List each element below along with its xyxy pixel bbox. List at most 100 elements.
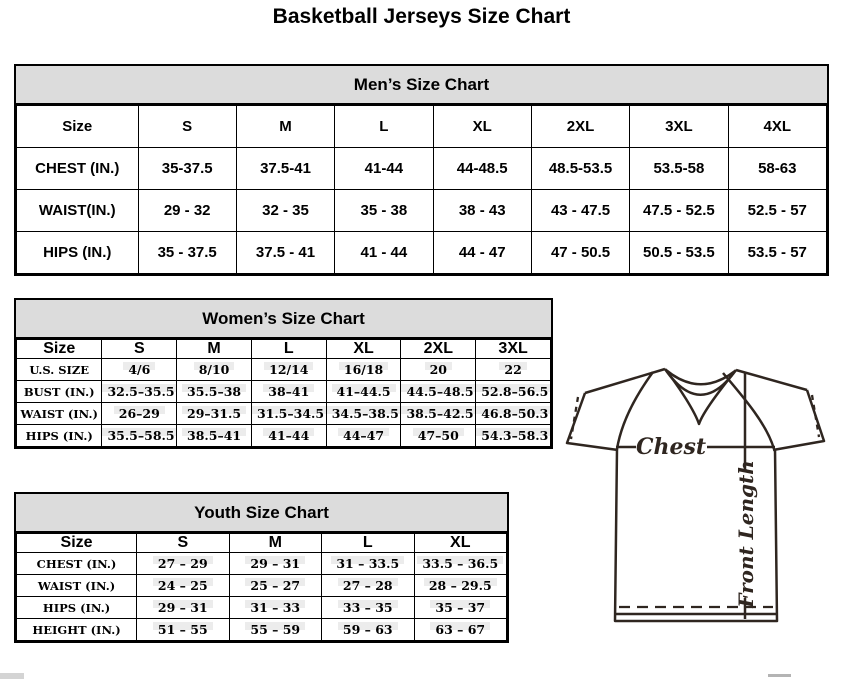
edge-artifact-right: [768, 674, 791, 677]
size-cell: 31 – 33.5: [321, 552, 415, 575]
size-value: 51 – 55: [152, 622, 213, 637]
size-value: 44 - 47: [458, 244, 506, 261]
size-value: 35 - 37.5: [157, 244, 217, 261]
column-header: M: [176, 339, 252, 359]
size-value: 33 – 35: [337, 600, 398, 615]
row-label: HEIGHT (IN.): [15, 618, 138, 641]
size-cell: 53.5-58: [629, 147, 729, 190]
size-value: 41–44: [263, 428, 315, 443]
size-value: 33.5 – 36.5: [417, 556, 504, 571]
size-value: 46.8–50.3: [476, 406, 550, 421]
size-cell: 35 – 37: [413, 596, 507, 619]
jersey-outline: [565, 367, 826, 623]
column-header: XL: [413, 533, 507, 553]
size-cell: 29 – 31: [136, 596, 230, 619]
size-header-row: Size S M L XL: [15, 533, 507, 553]
mens-size-chart: Men’s Size Chart Size S M L XL 2XL 3XL 4XL CHEST…: [14, 64, 829, 276]
size-value: 48.5-53.5: [548, 160, 613, 177]
size-cell: 33.5 – 36.5: [413, 552, 507, 575]
size-cell: 58-63: [727, 147, 828, 190]
size-value: 35.5–38: [182, 384, 247, 399]
table-row: WAIST (IN.) 26–29 29–31.5 31.5–34.5 34.5–38.…: [15, 402, 551, 425]
row-label: CHEST (IN.): [15, 552, 138, 575]
size-cell: 41–44.5: [325, 380, 402, 403]
size-cell: 35 - 38: [334, 189, 434, 232]
womens-chart-title: Women’s Size Chart: [16, 300, 551, 339]
table-row: WAIST (IN.) 24 – 25 25 – 27 27 – 28 28 – 29.…: [15, 574, 507, 597]
mens-chart-title: Men’s Size Chart: [16, 66, 827, 105]
size-cell: 37.5 - 41: [235, 231, 336, 274]
column-header: XL: [325, 339, 402, 359]
size-value: 44-48.5: [456, 160, 508, 177]
size-value: 38 - 43: [458, 202, 506, 219]
chest-label: Chest: [636, 434, 706, 460]
size-cell: 50.5 - 53.5: [629, 231, 729, 274]
size-value: 55 – 59: [245, 622, 306, 637]
column-header: 4XL: [727, 105, 828, 148]
table-row: HIPS (IN.) 35.5–58.5 38.5–41 41–44 44–47 47–5…: [15, 424, 551, 447]
size-cell: 44 - 47: [432, 231, 532, 274]
table-row: CHEST (IN.) 35-37.5 37.5-41 41-44 44-48.5 48.…: [16, 147, 828, 190]
size-cell: 35-37.5: [137, 147, 237, 190]
size-value: 35 – 37: [430, 600, 491, 615]
size-header-row: Size S M L XL 2XL 3XL 4XL: [16, 105, 828, 148]
size-cell: 37.5-41: [235, 147, 336, 190]
size-cell: 16/18: [325, 358, 402, 381]
size-value: 20: [424, 362, 453, 377]
table-row: BUST (IN.) 32.5–35.5 35.5–38 38–41 41–44.5 44…: [15, 380, 551, 403]
size-header-row: Size S M L XL 2XL 3XL: [15, 339, 551, 359]
size-value: 32.5–35.5: [102, 384, 176, 399]
size-value: 29 - 32: [163, 202, 211, 219]
row-label: WAIST (IN.): [15, 402, 103, 425]
column-header: 3XL: [629, 105, 729, 148]
size-value: 58-63: [758, 160, 797, 177]
size-cell: 34.5–38.5: [325, 402, 402, 425]
row-label: CHEST (IN.): [16, 147, 139, 190]
size-value: 4/6: [123, 362, 156, 377]
size-cell: 33 – 35: [321, 596, 415, 619]
size-value: 12/14: [264, 362, 314, 377]
size-value: 47.5 - 52.5: [643, 202, 715, 219]
row-label: WAIST (IN.): [15, 574, 138, 597]
size-value: 25 – 27: [245, 578, 306, 593]
size-value: 35-37.5: [161, 160, 213, 177]
size-cell: 12/14: [250, 358, 327, 381]
row-label: HIPS (IN.): [15, 424, 103, 447]
size-cell: 22: [475, 358, 551, 381]
size-value: 22: [499, 362, 527, 377]
size-cell: 41 - 44: [334, 231, 434, 274]
size-value: 16/18: [338, 362, 389, 377]
size-cell: 44–47: [325, 424, 402, 447]
size-cell: 24 – 25: [136, 574, 230, 597]
size-cell: 31 – 33: [228, 596, 323, 619]
size-cell: 27 – 28: [321, 574, 415, 597]
size-cell: 38.5–41: [176, 424, 252, 447]
size-value: 37.5 - 41: [255, 244, 316, 261]
size-value: 41 - 44: [360, 244, 408, 261]
column-header: 2XL: [530, 105, 631, 148]
size-value: 52.8–56.5: [476, 384, 550, 399]
row-label: HIPS (IN.): [16, 231, 139, 274]
size-value: 44–47: [338, 428, 390, 443]
size-value: 29 – 31: [152, 600, 213, 615]
size-cell: 38–41: [250, 380, 327, 403]
size-cell: 31.5–34.5: [250, 402, 327, 425]
size-value: 29 – 31: [245, 556, 306, 571]
size-cell: 29 - 32: [137, 189, 237, 232]
size-cell: 48.5-53.5: [530, 147, 631, 190]
size-value: 41-44: [364, 160, 404, 177]
size-cell: 41–44: [250, 424, 327, 447]
size-value: 59 – 63: [337, 622, 398, 637]
column-header: S: [136, 533, 230, 553]
table-row: CHEST (IN.) 27 – 29 29 – 31 31 – 33.5 33.5 –…: [15, 552, 507, 575]
size-value: 28 – 29.5: [423, 578, 497, 593]
size-value: 53.5 - 57: [747, 244, 807, 261]
size-value: 32 - 35: [262, 202, 309, 219]
column-header: Size: [15, 339, 103, 359]
page-title: Basketball Jerseys Size Chart: [272, 5, 571, 28]
size-value: 50.5 - 53.5: [643, 244, 715, 261]
size-value: 38.5–41: [182, 428, 247, 443]
size-cell: 52.5 - 57: [727, 189, 828, 232]
size-cell: 47–50: [400, 424, 477, 447]
